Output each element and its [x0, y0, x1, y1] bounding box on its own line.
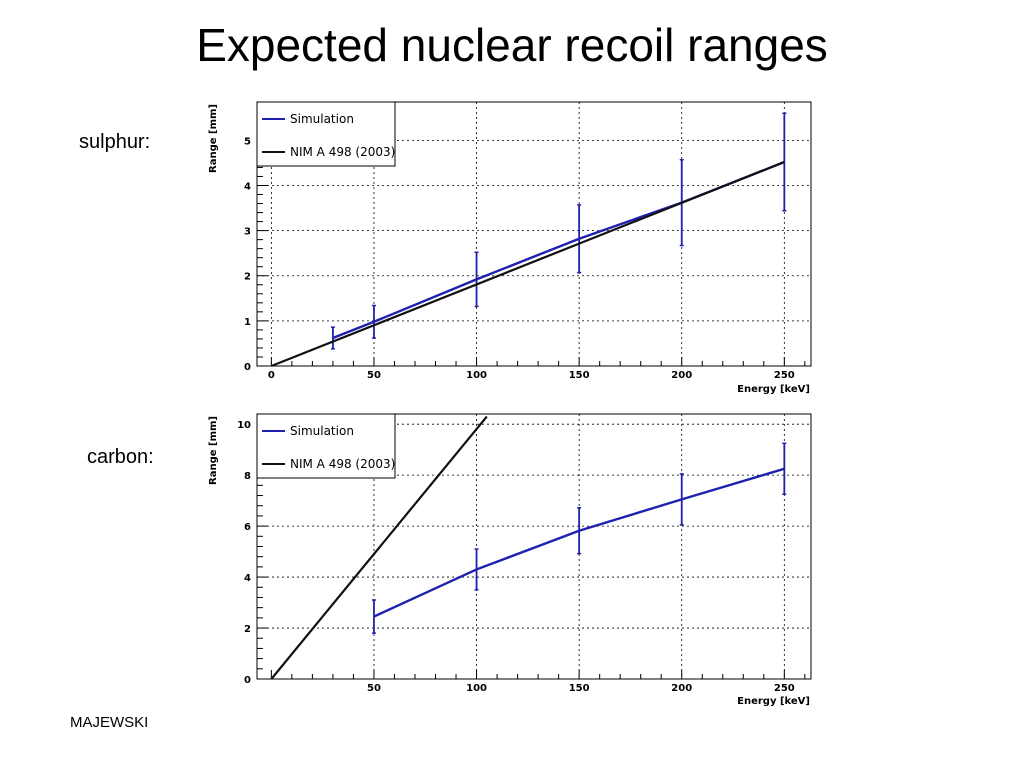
x-tick-label: 100: [466, 370, 487, 381]
x-tick-label: 250: [774, 683, 795, 694]
y-tick-label: 3: [244, 227, 251, 238]
x-tick-label: 0: [268, 370, 275, 381]
y-tick-label: 4: [244, 573, 251, 584]
carbon-panel-label: carbon:: [87, 446, 154, 468]
y-tick-label: 5: [244, 136, 251, 147]
x-tick-label: 200: [671, 683, 692, 694]
legend-label: Simulation: [290, 424, 354, 438]
y-tick-label: 4: [244, 181, 251, 192]
y-tick-label: 2: [244, 624, 251, 635]
y-tick-label: 2: [244, 272, 251, 283]
x-tick-label: 100: [466, 683, 487, 694]
legend-label: NIM A 498 (2003): [290, 457, 395, 471]
y-tick-label: 0: [244, 675, 251, 686]
reference-line: [270, 160, 785, 368]
author-footer: MAJEWSKI: [70, 714, 149, 731]
x-axis-label: Energy [keV]: [737, 384, 810, 395]
x-tick-label: 150: [569, 683, 590, 694]
legend-box: [256, 413, 396, 479]
legend-box: [256, 101, 396, 167]
x-tick-label: 200: [671, 370, 692, 381]
x-tick-label: 150: [569, 370, 590, 381]
x-axis-label: Energy [keV]: [737, 696, 810, 707]
reference-line: [270, 415, 488, 680]
y-axis-label: Range [mm]: [208, 416, 219, 485]
slide-title: Expected nuclear recoil ranges: [196, 19, 828, 71]
legend-label: NIM A 498 (2003): [290, 145, 395, 159]
x-tick-label: 50: [367, 370, 381, 381]
carbon-range-chart: 50 100 150 200 250 0 2 4 6 8 10 Energy [keV] Range […: [208, 413, 812, 707]
y-tick-label: 6: [244, 522, 251, 533]
sulphur-range-chart: 0 50 100 150 200 250 0 1 2 3 4 5 Energy [keV] Range […: [208, 101, 812, 395]
x-tick-label: 250: [774, 370, 795, 381]
sulphur-panel-label: sulphur:: [79, 131, 151, 153]
x-tick-label: 50: [367, 683, 381, 694]
legend-label: Simulation: [290, 112, 354, 126]
y-tick-label: 1: [244, 317, 251, 328]
y-tick-label: 0: [244, 362, 251, 373]
y-tick-label: 8: [244, 471, 251, 482]
y-axis-label: Range [mm]: [208, 104, 219, 173]
y-tick-label: 10: [237, 420, 251, 431]
